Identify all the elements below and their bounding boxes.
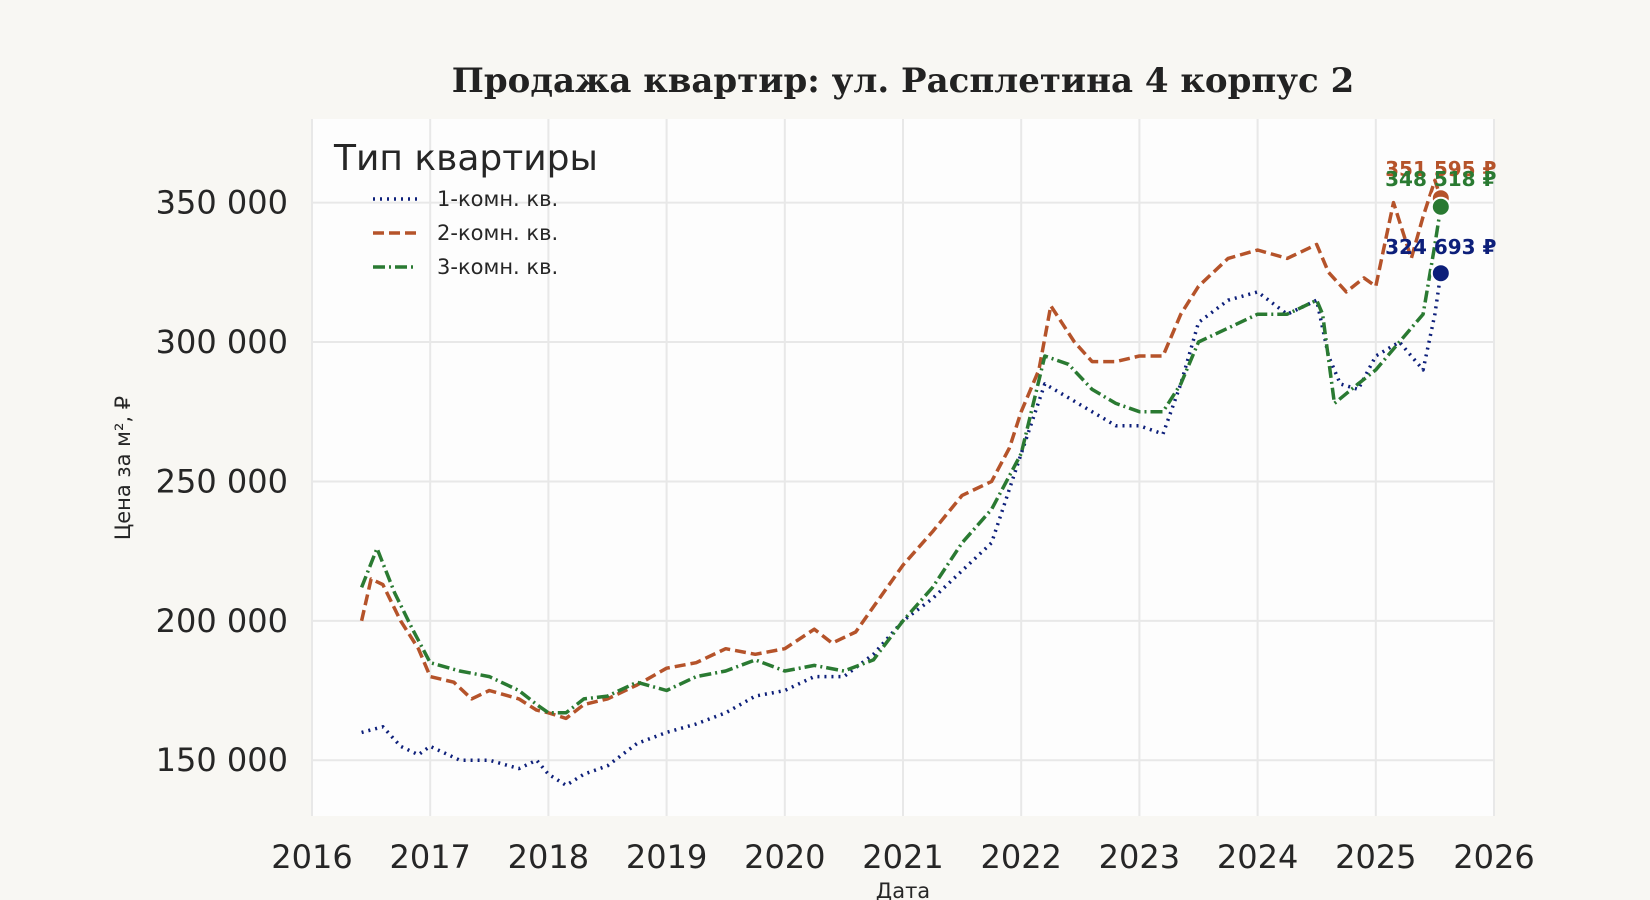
x-axis-label: Дата xyxy=(876,879,930,900)
end-value-label: 348 518 ₽ xyxy=(1385,167,1496,191)
legend-title: Тип квартиры xyxy=(333,138,598,179)
series-line-2 xyxy=(359,178,1443,721)
y-tick-label: 200 000 xyxy=(156,602,288,640)
series-lines xyxy=(359,178,1443,788)
gridlines xyxy=(311,119,1495,816)
series-line-3 xyxy=(359,206,1443,715)
x-tick-label: 2021 xyxy=(862,838,943,876)
x-tick-label: 2016 xyxy=(271,838,352,876)
legend: Тип квартиры 1-комн. кв. 2-комн. кв. 3-ком… xyxy=(333,138,598,279)
legend-items: 1-комн. кв. 2-комн. кв. 3-комн. кв. xyxy=(373,187,558,279)
end-point-marker xyxy=(1430,196,1451,217)
x-tick-labels: 2016 2017 2018 2019 2020 2021 2022 2023 2024 2025… xyxy=(271,838,1534,876)
y-tick-label: 300 000 xyxy=(156,323,288,361)
x-tick-label: 2025 xyxy=(1335,838,1416,876)
end-value-label: 351 595 ₽ xyxy=(1385,157,1496,181)
x-tick-label: 2026 xyxy=(1453,838,1534,876)
x-tick-label: 2024 xyxy=(1217,838,1298,876)
x-tick-label: 2020 xyxy=(744,838,825,876)
end-value-label: 324 693 ₽ xyxy=(1385,235,1496,259)
chart-title: Продажа квартир: ул. Расплетина 4 корпус… xyxy=(452,61,1354,101)
end-markers: 324 693 ₽ 351 595 ₽348 518 ₽ xyxy=(1385,157,1497,284)
legend-entry-label: 3-комн. кв. xyxy=(437,255,558,279)
x-tick-label: 2022 xyxy=(980,838,1061,876)
x-tick-label: 2019 xyxy=(626,838,707,876)
x-tick-label: 2018 xyxy=(508,838,589,876)
series-line-1 xyxy=(361,272,1443,788)
y-tick-label: 150 000 xyxy=(156,741,288,779)
legend-entry-label: 1-комн. кв. xyxy=(437,187,558,211)
legend-entry-label: 2-комн. кв. xyxy=(437,221,558,245)
y-tick-label: 250 000 xyxy=(156,462,288,500)
x-tick-label: 2023 xyxy=(1099,838,1180,876)
y-tick-label: 350 000 xyxy=(156,184,288,222)
end-point-marker xyxy=(1430,263,1451,284)
y-tick-labels: 150 000 200 000 250 000 300 000 350 000 xyxy=(156,184,288,780)
y-axis-label: Цена за м², ₽ xyxy=(111,396,135,540)
x-tick-label: 2017 xyxy=(389,838,470,876)
